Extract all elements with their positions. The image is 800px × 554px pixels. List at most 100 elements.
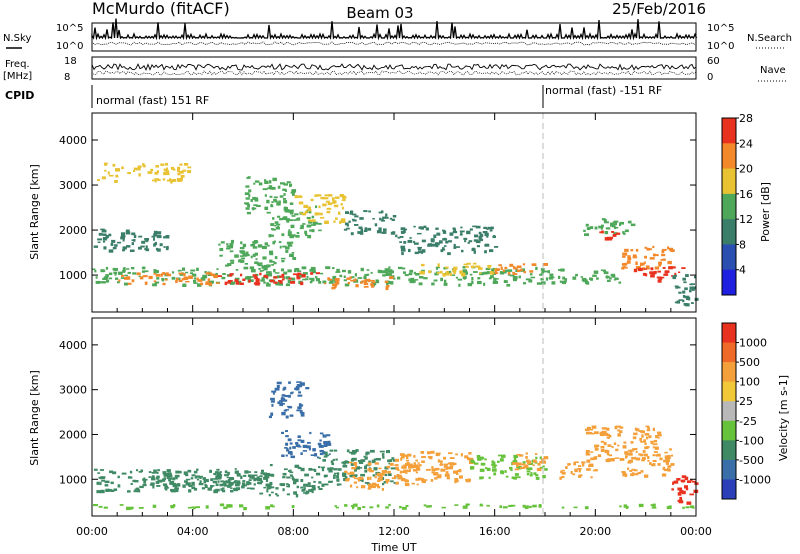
velocity-cell-speck	[287, 484, 290, 488]
velocity-cell-speck	[323, 441, 328, 445]
power-cell-speck	[282, 188, 286, 191]
velocity-cell-speck	[285, 409, 289, 411]
power-cell-speck	[470, 265, 475, 269]
velocity-cell-speck	[436, 475, 442, 479]
nsearch-trace	[91, 41, 696, 46]
velocity-cell-speck	[377, 485, 381, 489]
velocity-cell-speck	[157, 479, 163, 483]
power-cell-speck	[273, 198, 277, 202]
power-cell-speck	[265, 273, 271, 277]
velocity-cell-speck	[285, 483, 289, 485]
power-cell-speck	[507, 272, 511, 275]
power-cell-speck	[662, 258, 666, 261]
velocity-cell-speck	[289, 446, 292, 450]
power-cell-speck	[594, 226, 598, 230]
power-cell-speck	[193, 279, 197, 283]
velocity-cell-speck	[631, 468, 636, 471]
power-cell-speck	[190, 272, 194, 275]
power-cell-speck	[318, 205, 321, 209]
velocity-cell-speck	[283, 386, 287, 390]
power-cell-speck	[464, 240, 467, 243]
power-cell-speck	[307, 234, 312, 239]
power-cell-speck	[182, 283, 187, 287]
velocity-heatmap	[93, 381, 699, 511]
power-cell-speck	[265, 181, 269, 184]
velocity-cell-speck	[443, 465, 448, 468]
power-cell-speck	[371, 281, 377, 286]
power-cell-speck	[608, 238, 612, 241]
power-cell-speck	[451, 274, 456, 276]
power-cell-speck	[339, 274, 343, 278]
power-cell-speck	[248, 277, 251, 282]
power-cell-speck	[299, 227, 304, 230]
velocity-cell-speck	[641, 434, 644, 438]
velocity-cell-speck	[138, 507, 144, 509]
x-axis-label: Time UT	[370, 541, 416, 554]
power-cell-speck	[286, 209, 290, 213]
velocity-cell-speck	[423, 504, 427, 507]
velocity-cell-speck	[663, 459, 666, 463]
power-cell-speck	[103, 162, 108, 165]
velocity-cell-speck	[248, 479, 252, 481]
power-cell-speck	[428, 270, 432, 274]
power-cell-speck	[646, 267, 650, 270]
power-cell-speck	[258, 264, 263, 267]
velocity-cell-speck	[682, 506, 685, 509]
velocity-cell-speck	[166, 475, 170, 480]
power-cell-speck	[374, 223, 378, 227]
velocity-cell-speck	[93, 468, 98, 471]
power-cell-speck	[327, 202, 333, 206]
velocity-cell-speck	[380, 473, 385, 476]
power-cell	[395, 225, 499, 256]
power-cell-speck	[254, 276, 258, 280]
power-cell-speck	[540, 268, 545, 271]
power-cell-speck	[612, 233, 617, 237]
velocity-cell-speck	[269, 481, 273, 485]
power-cell-speck	[289, 183, 293, 187]
power-cell-speck	[331, 286, 336, 290]
power-cell-speck	[324, 282, 327, 285]
power-cell-speck	[385, 273, 390, 276]
velocity-cell-speck	[323, 483, 329, 486]
velocity-cell-speck	[228, 477, 234, 480]
power-cell-speck	[227, 280, 233, 282]
velocity-cell-speck	[687, 480, 692, 483]
velocity-cell-speck	[641, 457, 646, 460]
velocity-cell-speck	[184, 480, 188, 483]
velocity-cell-speck	[677, 492, 682, 496]
power-cell-speck	[287, 233, 293, 237]
power-cell-speck	[284, 189, 287, 192]
velocity-cell-speck	[243, 507, 247, 511]
power-cell-speck	[499, 271, 505, 275]
power-cell-speck	[268, 271, 272, 274]
power-cell-speck	[558, 275, 561, 279]
velocity-cell-speck	[657, 463, 661, 466]
power-cell	[633, 266, 686, 283]
velocity-cell-speck	[232, 488, 237, 491]
power-cell-speck	[133, 239, 136, 242]
power-cell-speck	[196, 267, 199, 271]
velocity-cell-speck	[300, 414, 305, 417]
power-cell-speck	[177, 269, 182, 272]
velocity-cell-speck	[168, 479, 172, 482]
power-cell-speck	[324, 194, 330, 197]
velocity-cell-speck	[469, 462, 474, 464]
power-cell-speck	[624, 248, 629, 252]
power-cell-speck	[689, 286, 694, 290]
power-cell-speck	[475, 225, 481, 229]
velocity-cell-speck	[648, 435, 652, 439]
velocity-cell-speck	[479, 476, 483, 480]
velocity-cell-speck	[650, 440, 654, 443]
power-cell-speck	[274, 224, 277, 227]
power-cell-speck	[658, 264, 662, 267]
velocity-cell-speck	[667, 454, 671, 458]
velocity-cell-speck	[294, 478, 299, 483]
velocity-cell-speck	[335, 506, 339, 509]
nave-tick-top: 60	[707, 56, 720, 67]
power-cell-speck	[471, 277, 474, 281]
velocity-cell-speck	[526, 473, 530, 476]
velocity-cell-speck	[587, 426, 591, 430]
power-cell-speck	[304, 230, 308, 235]
velocity-cell-speck	[343, 472, 346, 475]
velocity-cell-speck	[682, 490, 686, 495]
